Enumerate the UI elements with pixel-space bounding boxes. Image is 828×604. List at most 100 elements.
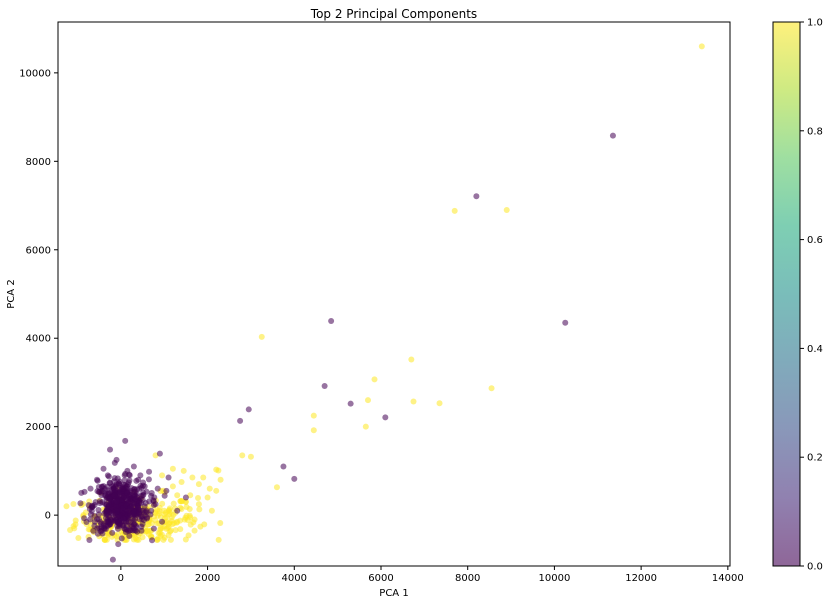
scatter-point [161,507,168,514]
scatter-point [87,485,94,492]
scatter-point [143,527,150,534]
scatter-point [154,485,161,492]
scatter-point [217,519,224,526]
scatter-point [113,508,120,515]
x-tick-label: 10000 [539,573,571,584]
colorbar-ticks: 0.0 0.2 0.4 0.6 0.8 1.0 [800,18,823,573]
scatter-point [258,333,265,340]
plot-frame [57,21,731,567]
x-tick-label: 8000 [455,573,480,584]
scatter-point [111,492,118,499]
scatter-point [75,535,82,542]
scatter-point [139,520,146,527]
scatter-point [94,476,101,483]
scatter-point [130,509,137,516]
scatter-point [132,527,139,534]
scatter-point [196,506,203,513]
scatter-point [130,500,137,507]
scatter-point [217,476,224,483]
colorbar-tick-label: 0.8 [807,126,823,137]
scatter-point [174,492,181,499]
scatter-point [200,474,207,481]
scatter-point [473,193,480,200]
scatter-point [119,485,126,492]
scatter-point [159,518,166,525]
scatter-point [213,487,220,494]
scatter-point [174,507,181,514]
scatter-point [106,502,113,509]
scatter-point [154,520,161,527]
scatter-point [141,483,148,490]
y-tick-label: 10000 [19,68,51,79]
x-axis-ticks: 0 2000 4000 6000 8000 10000 12000 14000 [118,566,744,584]
scatter-point [91,518,98,525]
y-tick-label: 8000 [26,157,51,168]
x-tick-label: 2000 [195,573,220,584]
scatter-point [165,474,172,481]
scatter-point [362,423,369,430]
scatter-point [130,463,137,470]
scatter-point [245,406,252,413]
scatter-point [126,532,133,539]
scatter-point [280,463,287,470]
scatter-point [105,509,112,516]
scatter-point [92,499,99,506]
scatter-point [208,507,215,514]
scatter-point [138,527,145,534]
colorbar-tick-label: 0.2 [807,453,823,464]
scatter-point [148,490,155,497]
scatter-point [156,508,163,515]
colorbar-tick-label: 0.4 [807,344,823,355]
scatter-point [81,488,88,495]
scatter-point [161,492,168,499]
scatter-point [562,319,569,326]
scatter-point [156,450,163,457]
scatter-point [609,132,616,139]
scatter-point [167,536,174,543]
scatter-point [364,397,371,404]
scatter-point [182,498,189,505]
scatter-point [150,525,157,532]
scatter-point [115,541,122,548]
scatter-point [146,468,153,475]
scatter-point [149,537,156,544]
scatter-point [201,521,208,528]
scatter-point [89,503,96,510]
x-tick-label: 12000 [625,573,657,584]
scatter-point [104,472,111,479]
scatter-point [103,536,110,543]
scatter-point [321,382,328,389]
scatter-point [124,467,131,474]
scatter-point [70,501,77,508]
scatter-point [139,496,146,503]
x-axis-label: PCA 1 [379,588,408,599]
colorbar-gradient [772,21,801,567]
scatter-point [310,412,317,419]
scatter-point [191,527,198,534]
scatter-point [152,501,159,508]
scatter-point [132,488,139,495]
y-tick-label: 4000 [26,334,51,345]
scatter-point [123,483,130,490]
x-tick-label: 4000 [282,573,307,584]
scatter-point [132,516,139,523]
scatter-point [113,498,120,505]
scatter-point [165,507,172,514]
scatter-point [170,500,177,507]
scatter-point [195,481,202,488]
scatter-point [182,514,189,521]
scatter-point [146,498,153,505]
scatter-point [698,43,705,50]
scatter-point [182,536,189,543]
y-axis-label: PCA 2 [6,279,17,308]
scatter-point [106,495,113,502]
scatter-point [107,446,114,453]
scatter-point [180,467,187,474]
scatter-point [273,484,280,491]
scatter-point [135,476,142,483]
scatter-point [106,480,113,487]
x-tick-label: 14000 [712,573,744,584]
scatter-point [126,527,133,534]
scatter-point [83,519,90,526]
